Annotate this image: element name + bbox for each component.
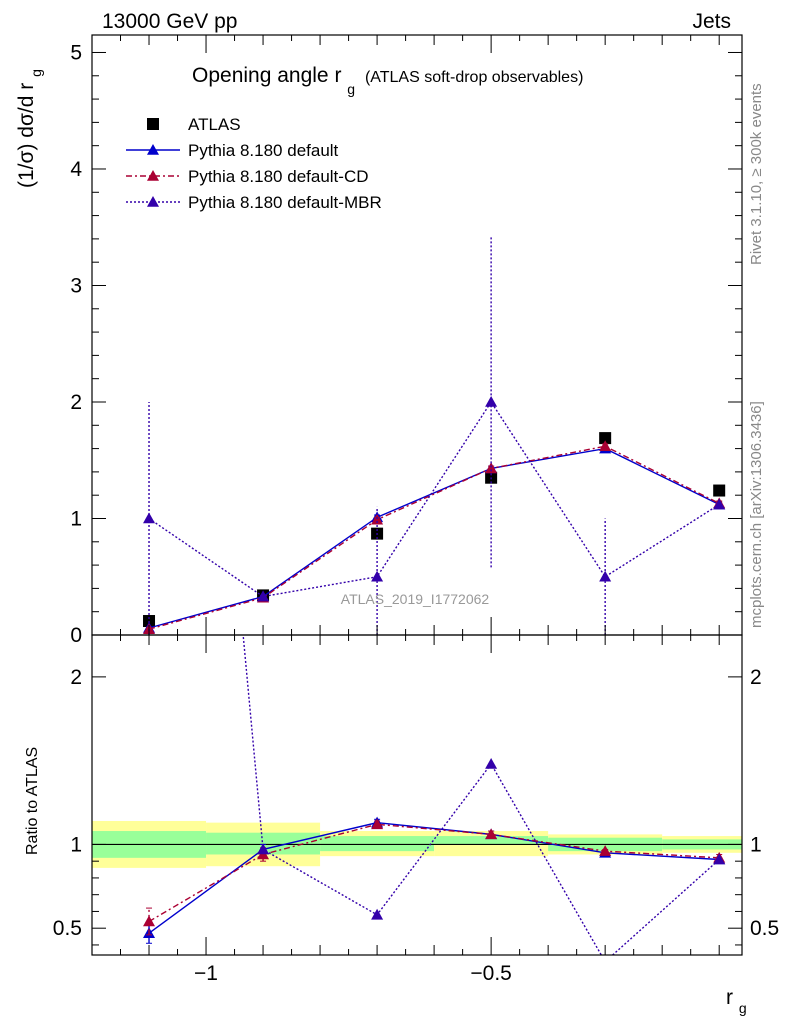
pythia-8-180-default-cd-marker bbox=[599, 440, 612, 452]
pythia-8-180-default-cd-line bbox=[148, 445, 720, 630]
ratio-uncertainty-bands bbox=[92, 820, 742, 868]
pythia-8-180-default-mbr-marker bbox=[485, 395, 498, 407]
top-y-tick-label: 5 bbox=[70, 41, 82, 64]
plot-title: Opening angle r g (ATLAS soft-drop obser… bbox=[192, 64, 583, 99]
pythia-8-180-default-cd-marker bbox=[143, 915, 156, 927]
legend-label-pythia-8-180-default: Pythia 8.180 default bbox=[188, 141, 339, 160]
bottom-y-axis-title: Ratio to ATLAS bbox=[24, 747, 41, 855]
x-axis-title-sub: g bbox=[739, 1000, 747, 1016]
ratio-y-tick-label-right: 1 bbox=[750, 833, 762, 856]
pythia-8-180-default-mbr-marker bbox=[143, 512, 156, 524]
pythia-8-180-default-cd-marker bbox=[371, 513, 384, 525]
plot-title-extra: (ATLAS soft-drop observables) bbox=[365, 69, 583, 86]
axis-ticks: −1 −0.5 0 1 2 3 4 5 0.5 0.5 1 1 2 2 bbox=[53, 35, 779, 985]
pythia-8-180-default-mbr-marker bbox=[371, 570, 384, 582]
atlas-data-point bbox=[599, 432, 612, 445]
analysis-watermark: ATLAS_2019_I1772062 bbox=[341, 591, 490, 607]
pythia-8-180-default-mbr-marker bbox=[257, 590, 270, 602]
pythia-8-180-default-mbr-marker bbox=[485, 758, 498, 769]
plot-title-main: Opening angle r bbox=[192, 64, 341, 87]
ratio-panel-frame bbox=[91, 634, 743, 956]
legend-marker-pythia-8-180-default bbox=[147, 144, 159, 155]
pythia-8-180-default-cd-marker bbox=[485, 828, 498, 840]
pythia-8-180-default-line bbox=[148, 821, 720, 934]
ratio-y-tick-label-right: 0.5 bbox=[750, 917, 779, 940]
pythia-8-180-default-line bbox=[148, 447, 720, 629]
top-y-tick-label: 0 bbox=[70, 624, 82, 647]
pythia-8-180-default-mbr-marker bbox=[371, 908, 384, 920]
atlas-data-point bbox=[713, 484, 726, 497]
top-y-axis-title-main: (1/σ) dσ/d r bbox=[15, 83, 38, 188]
pythia-8-180-default-mbr-marker bbox=[713, 853, 726, 865]
pythia-8-180-default-mbr-marker bbox=[257, 843, 270, 855]
top-y-tick-label: 1 bbox=[70, 507, 82, 530]
rivet-label: Rivet 3.1.10, ≥ 300k events bbox=[748, 83, 765, 265]
top-y-axis-title: (1/σ) dσ/d r g bbox=[15, 69, 44, 188]
top-y-tick-label: 3 bbox=[70, 274, 82, 297]
top-y-axis-title-sub: g bbox=[28, 69, 44, 77]
legend-marker-pythia-8-180-default-mbr bbox=[147, 196, 159, 207]
x-tick-label: −1 bbox=[194, 962, 218, 985]
plot-title-sub: g bbox=[347, 81, 355, 97]
x-axis-title: r g bbox=[726, 986, 747, 1016]
pythia-8-180-default-cd-marker bbox=[485, 462, 498, 474]
x-axis-title-main: r bbox=[726, 986, 733, 1009]
ratio-y-tick-label: 0.5 bbox=[53, 917, 82, 940]
header-process: 13000 GeV pp bbox=[102, 10, 237, 33]
main-panel-series bbox=[143, 236, 726, 635]
ratio-y-tick-label-right: 2 bbox=[750, 666, 762, 689]
legend-label-pythia-8-180-default-mbr: Pythia 8.180 default-MBR bbox=[188, 193, 382, 212]
legend-label-pythia-8-180-default-cd: Pythia 8.180 default-CD bbox=[188, 167, 369, 186]
top-y-tick-label: 4 bbox=[70, 158, 82, 181]
legend-marker-atlas bbox=[147, 118, 159, 130]
inner-band bbox=[320, 836, 435, 852]
pythia-8-180-default-mbr-marker bbox=[713, 498, 726, 510]
header-category: Jets bbox=[692, 10, 731, 33]
ratio-y-tick-label: 1 bbox=[70, 833, 82, 856]
panel-frames bbox=[91, 34, 743, 956]
legend-marker-pythia-8-180-default-cd bbox=[147, 170, 159, 181]
pythia-8-180-default-mbr-marker bbox=[599, 956, 611, 967]
pythia-8-180-default-mbr-marker bbox=[599, 570, 612, 582]
pythia-8-180-default-mbr-line bbox=[148, 400, 720, 598]
pythia-8-180-default-cd-marker bbox=[599, 845, 612, 856]
legend: ATLAS Pythia 8.180 default Pythia 8.180 de… bbox=[126, 115, 382, 212]
legend-label-atlas: ATLAS bbox=[188, 115, 241, 134]
watermark-group: ATLAS_2019_I1772062 bbox=[341, 591, 490, 607]
ratio-y-tick-label: 2 bbox=[70, 666, 82, 689]
inner-band bbox=[434, 836, 549, 845]
ratio-panel-series bbox=[143, 635, 726, 967]
top-y-tick-label: 2 bbox=[70, 391, 82, 414]
mcplots-label: mcplots.cern.ch [arXiv:1306.3436] bbox=[748, 401, 765, 628]
pythia-8-180-default-cd-marker bbox=[371, 818, 384, 830]
x-tick-label: −0.5 bbox=[470, 962, 511, 985]
